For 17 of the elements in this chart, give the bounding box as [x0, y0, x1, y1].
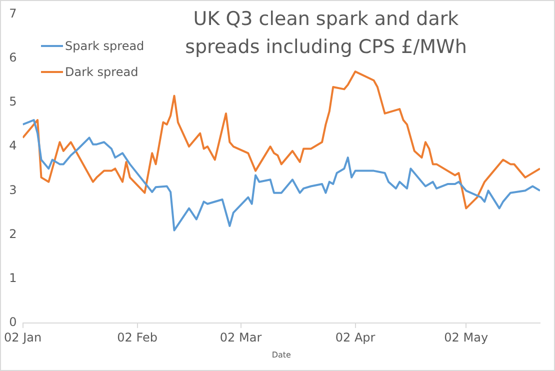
x-tick-label: 02 Jan [4, 330, 42, 344]
y-tick-label: 5 [9, 94, 17, 109]
x-tick-label: 02 Feb [117, 330, 158, 344]
legend-label: Spark spread [65, 39, 144, 53]
y-tick-label: 3 [9, 182, 17, 197]
legend-label: Dark spread [65, 65, 138, 79]
x-tick-label: 02 Apr [335, 330, 376, 344]
y-tick-label: 6 [9, 50, 17, 64]
y-tick-label: 4 [9, 138, 17, 153]
y-tick-label: 1 [9, 271, 17, 286]
y-tick-label: 7 [9, 6, 17, 20]
x-tick-label: 02 May [444, 330, 488, 344]
x-tick-label: 02 Mar [220, 330, 262, 344]
y-tick-label: 0 [9, 315, 17, 330]
x-axis-title: Date [272, 350, 292, 360]
y-tick-label: 2 [9, 226, 17, 241]
text: UK Q3 clean spark and dark spreads including CPS £/MWh [184, 7, 468, 60]
